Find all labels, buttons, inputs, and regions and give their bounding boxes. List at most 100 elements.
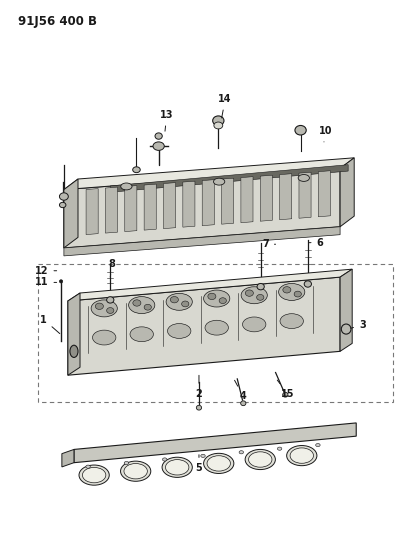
Ellipse shape bbox=[205, 320, 228, 335]
Polygon shape bbox=[64, 168, 339, 248]
Polygon shape bbox=[144, 184, 156, 230]
Ellipse shape bbox=[203, 454, 233, 473]
Text: 4: 4 bbox=[234, 380, 246, 401]
Polygon shape bbox=[105, 187, 117, 233]
Ellipse shape bbox=[290, 448, 313, 463]
Ellipse shape bbox=[293, 291, 301, 297]
Ellipse shape bbox=[59, 280, 62, 283]
Text: 13: 13 bbox=[160, 110, 173, 131]
Polygon shape bbox=[64, 227, 339, 256]
Text: 3: 3 bbox=[350, 320, 365, 330]
Text: 1: 1 bbox=[40, 314, 60, 334]
Bar bbox=[38, 264, 392, 402]
Ellipse shape bbox=[242, 317, 265, 332]
Ellipse shape bbox=[130, 327, 153, 342]
Text: 2: 2 bbox=[195, 375, 202, 399]
Ellipse shape bbox=[91, 300, 117, 317]
Polygon shape bbox=[68, 269, 351, 301]
Polygon shape bbox=[260, 175, 272, 221]
Ellipse shape bbox=[155, 133, 162, 139]
Ellipse shape bbox=[207, 293, 215, 300]
Ellipse shape bbox=[315, 443, 320, 447]
Ellipse shape bbox=[132, 300, 141, 306]
Text: 14: 14 bbox=[218, 94, 231, 118]
Ellipse shape bbox=[297, 174, 309, 181]
Polygon shape bbox=[221, 178, 233, 224]
Ellipse shape bbox=[279, 314, 303, 328]
Ellipse shape bbox=[282, 287, 290, 293]
Text: 7: 7 bbox=[262, 239, 275, 249]
Polygon shape bbox=[68, 293, 80, 375]
Ellipse shape bbox=[207, 456, 230, 471]
Polygon shape bbox=[182, 181, 194, 227]
Ellipse shape bbox=[59, 203, 66, 208]
Ellipse shape bbox=[124, 462, 128, 465]
Polygon shape bbox=[68, 277, 339, 375]
Ellipse shape bbox=[128, 297, 154, 313]
Ellipse shape bbox=[162, 458, 166, 461]
Ellipse shape bbox=[166, 293, 192, 310]
Ellipse shape bbox=[256, 294, 263, 300]
Polygon shape bbox=[202, 180, 214, 225]
Ellipse shape bbox=[203, 290, 229, 307]
Ellipse shape bbox=[240, 401, 245, 406]
Ellipse shape bbox=[278, 284, 304, 301]
Polygon shape bbox=[74, 423, 355, 463]
Ellipse shape bbox=[196, 405, 201, 410]
Ellipse shape bbox=[132, 167, 140, 173]
Ellipse shape bbox=[212, 116, 224, 125]
Ellipse shape bbox=[59, 193, 68, 200]
Polygon shape bbox=[339, 269, 351, 351]
Text: 8: 8 bbox=[109, 259, 115, 277]
Ellipse shape bbox=[120, 183, 132, 190]
Ellipse shape bbox=[181, 301, 188, 307]
Ellipse shape bbox=[120, 461, 150, 481]
Polygon shape bbox=[318, 171, 330, 217]
Ellipse shape bbox=[170, 296, 178, 303]
Text: 10: 10 bbox=[318, 126, 332, 142]
Polygon shape bbox=[240, 176, 252, 223]
Ellipse shape bbox=[144, 304, 151, 310]
Ellipse shape bbox=[248, 452, 271, 467]
Polygon shape bbox=[64, 158, 353, 190]
Ellipse shape bbox=[82, 467, 106, 483]
Polygon shape bbox=[124, 185, 136, 232]
Ellipse shape bbox=[213, 122, 222, 129]
Ellipse shape bbox=[85, 465, 90, 469]
Ellipse shape bbox=[219, 298, 226, 304]
Text: 12: 12 bbox=[35, 266, 56, 276]
Polygon shape bbox=[86, 189, 98, 235]
Ellipse shape bbox=[167, 324, 190, 338]
Polygon shape bbox=[279, 174, 291, 220]
Ellipse shape bbox=[70, 345, 78, 358]
Ellipse shape bbox=[213, 178, 224, 185]
Text: 6: 6 bbox=[308, 238, 322, 248]
Ellipse shape bbox=[165, 459, 188, 475]
Text: 11: 11 bbox=[35, 277, 56, 287]
Ellipse shape bbox=[162, 457, 192, 478]
Polygon shape bbox=[298, 172, 310, 218]
Text: 5: 5 bbox=[195, 455, 202, 473]
Ellipse shape bbox=[95, 303, 103, 310]
Ellipse shape bbox=[239, 451, 243, 454]
Ellipse shape bbox=[92, 330, 115, 345]
Ellipse shape bbox=[79, 465, 109, 485]
Polygon shape bbox=[339, 158, 353, 227]
Ellipse shape bbox=[245, 449, 275, 470]
Ellipse shape bbox=[286, 446, 316, 466]
Ellipse shape bbox=[277, 447, 281, 450]
Polygon shape bbox=[62, 449, 74, 467]
Ellipse shape bbox=[256, 284, 264, 290]
Ellipse shape bbox=[241, 287, 266, 304]
Text: 15: 15 bbox=[277, 380, 294, 399]
Polygon shape bbox=[64, 179, 78, 248]
Polygon shape bbox=[163, 183, 175, 229]
Ellipse shape bbox=[341, 324, 350, 334]
Polygon shape bbox=[110, 165, 347, 192]
Ellipse shape bbox=[303, 281, 311, 287]
Ellipse shape bbox=[294, 125, 305, 135]
Ellipse shape bbox=[124, 464, 147, 479]
Ellipse shape bbox=[200, 454, 205, 457]
Ellipse shape bbox=[282, 392, 287, 397]
Text: 91J56 400 B: 91J56 400 B bbox=[17, 14, 96, 28]
